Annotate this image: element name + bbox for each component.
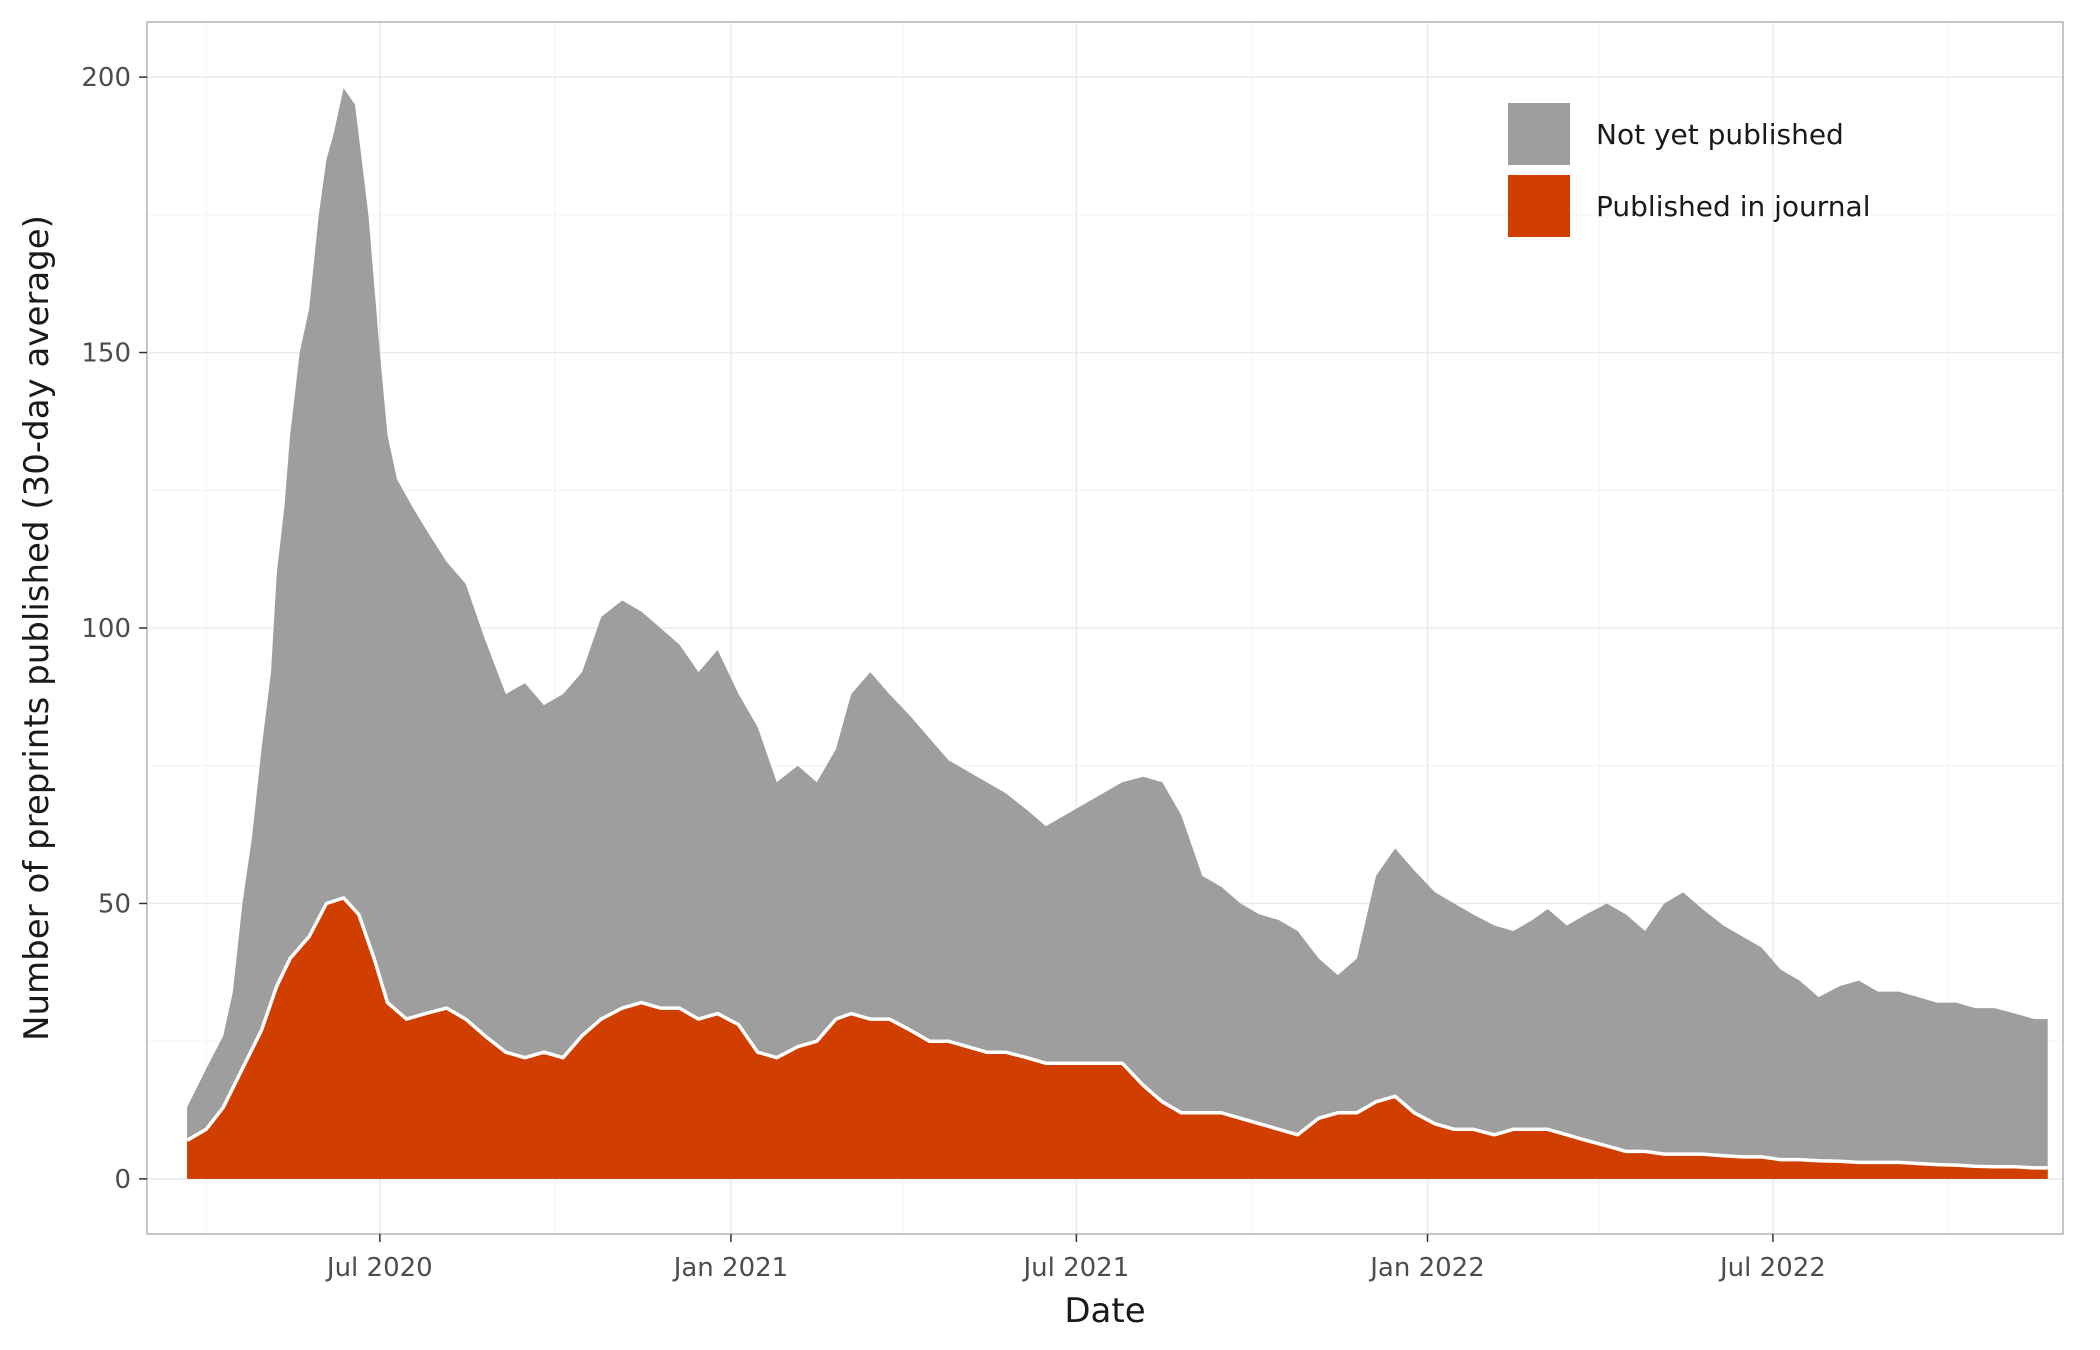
- y-axis: 0 50 100 150 200: [81, 63, 147, 1195]
- x-tick-label: Jul 2021: [1021, 1253, 1129, 1283]
- y-tick-label: 50: [98, 889, 131, 919]
- y-tick-label: 0: [114, 1165, 131, 1195]
- legend-swatch: [1508, 175, 1570, 237]
- published-boundary-line: [186, 896, 2048, 1170]
- area-not-yet-published: [187, 88, 2048, 1179]
- y-tick-label: 200: [81, 63, 131, 93]
- y-tick-label: 150: [81, 339, 131, 369]
- x-axis-title: Date: [1064, 1291, 1145, 1331]
- legend-label: Not yet published: [1596, 118, 1844, 151]
- y-axis-title: Number of preprints published (30-day av…: [17, 215, 57, 1041]
- x-tick-label: Jan 2022: [1368, 1253, 1485, 1283]
- y-tick-label: 100: [81, 614, 131, 644]
- area-published-in-journal: [187, 897, 2048, 1179]
- stacked-areas: [186, 88, 2048, 1179]
- legend-swatch: [1508, 103, 1570, 165]
- legend-label: Published in journal: [1596, 190, 1871, 223]
- x-tick-label: Jul 2020: [325, 1253, 433, 1283]
- x-tick-label: Jan 2021: [672, 1253, 789, 1283]
- x-tick-label: Jul 2022: [1718, 1253, 1826, 1283]
- legend: Not yet published Published in journal: [1508, 103, 1871, 237]
- x-axis: Jul 2020 Jan 2021 Jul 2021 Jan 2022 Jul 2022: [325, 1234, 1826, 1283]
